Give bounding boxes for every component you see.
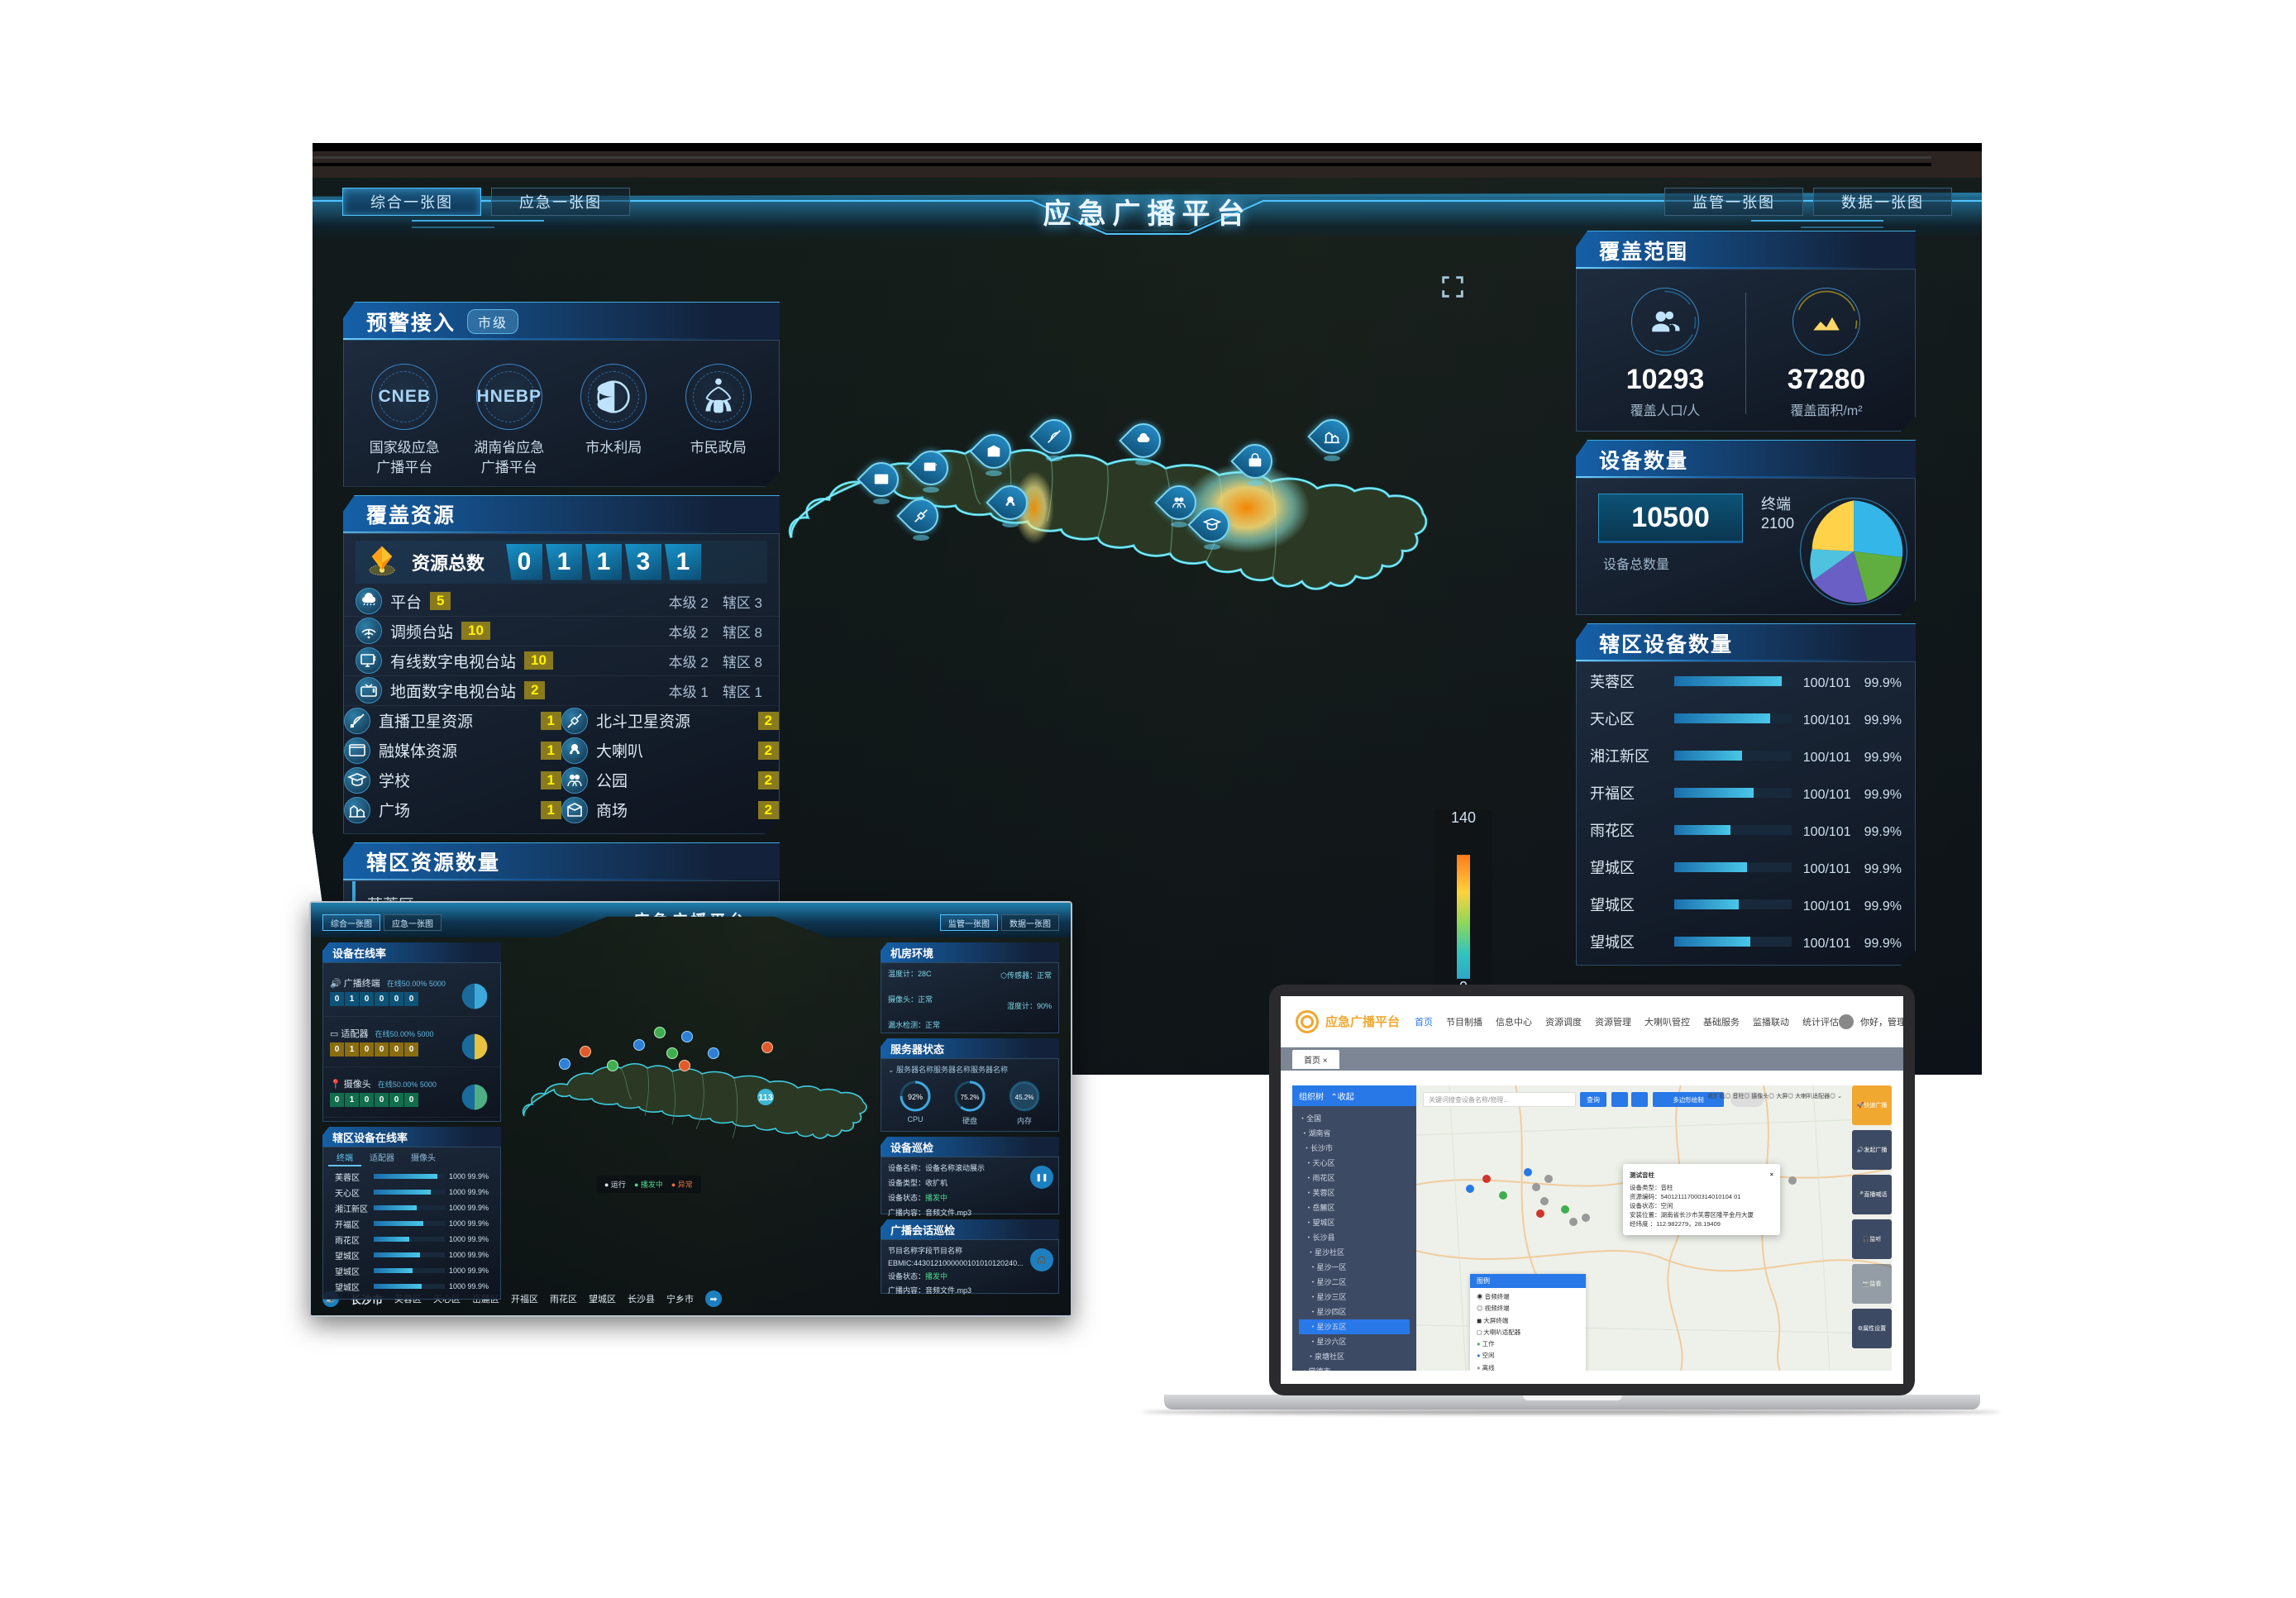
svg-text:92%: 92% xyxy=(908,1093,923,1101)
svg-text:113: 113 xyxy=(758,1093,773,1103)
svg-text:45.2%: 45.2% xyxy=(1015,1094,1034,1101)
svg-text:75.2%: 75.2% xyxy=(961,1094,980,1101)
